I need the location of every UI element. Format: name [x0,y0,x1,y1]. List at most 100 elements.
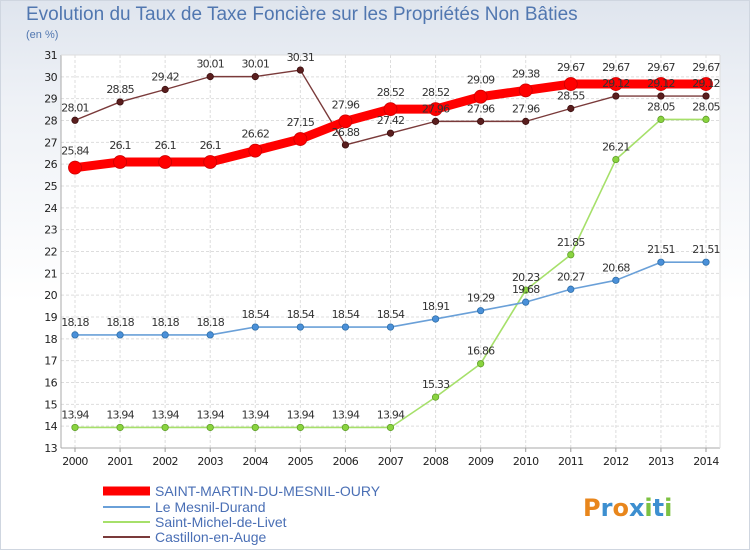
data-label: 21.51 [692,243,720,256]
data-point [431,117,440,125]
data-label: 15.33 [422,378,450,391]
data-label: 27.15 [287,116,315,129]
data-label: 28.52 [422,86,450,99]
data-point [428,102,443,117]
data-label: 16.86 [467,345,495,358]
x-tick-label: 2009 [468,455,494,468]
data-label: 29.38 [512,67,540,80]
data-label: 29.12 [602,77,630,90]
data-point [161,85,169,94]
y-tick-label: 30 [44,71,57,84]
data-point [158,155,173,169]
data-point [251,323,259,331]
x-tick-label: 2004 [242,455,268,468]
y-tick-label: 17 [44,355,57,368]
x-tick-label: 2003 [197,455,223,468]
data-label: 13.94 [287,408,315,421]
data-label: 28.85 [106,83,134,96]
data-point [386,423,395,432]
x-tick-label: 2006 [333,455,359,468]
legend-entry: Saint-Michel-de-Livet [155,514,287,530]
y-tick-label: 26 [44,158,57,171]
series-2 [71,115,710,432]
data-label: 26.1 [200,139,221,152]
data-point [654,77,668,91]
data-point [567,251,575,259]
data-point [563,77,578,91]
data-point [71,116,79,124]
data-point [612,276,620,284]
data-label: 29.12 [647,77,675,90]
data-label: 13.94 [151,408,179,421]
data-point [296,423,304,432]
x-tick-label: 2014 [693,455,719,468]
x-tick-label: 2007 [378,455,404,468]
data-point [386,129,395,137]
x-tick-label: 2001 [107,455,133,468]
data-point [251,73,259,81]
data-label: 26.88 [332,126,360,139]
data-label: 18.54 [377,308,405,321]
data-point [206,423,214,432]
data-label: 13.94 [196,408,224,421]
data-label: 26.1 [154,139,175,152]
data-point [608,77,623,91]
y-tick-label: 13 [44,442,57,455]
data-point [383,102,398,117]
data-label: 18.91 [422,300,450,313]
data-point [612,92,620,100]
data-label: 18.18 [196,316,224,329]
data-point [68,160,82,175]
data-point [71,423,79,432]
series-1 [71,258,710,339]
data-point [161,331,169,339]
data-label: 29.09 [467,74,495,87]
data-point [116,98,124,106]
y-tick-label: 19 [44,311,57,324]
data-point [296,323,304,331]
data-point [251,423,259,432]
data-point [699,77,713,91]
data-label: 27.42 [377,114,405,127]
data-point [116,331,124,339]
data-point [522,298,530,306]
data-label: 18.18 [106,316,134,329]
data-label: 29.67 [692,61,720,74]
data-point [567,285,575,293]
y-axis-unit-label: (en %) [26,29,59,41]
data-label: 27.96 [422,102,450,115]
data-label: 25.84 [61,145,89,158]
legend-entry: SAINT-MARTIN-DU-MESNIL-OURY [155,483,381,499]
chart-title: Evolution du Taux de Taxe Foncière sur l… [26,4,578,25]
data-label: 19.29 [467,292,495,305]
data-point [473,89,488,104]
data-label: 13.94 [61,408,89,421]
data-point [431,315,440,323]
data-label: 30.31 [287,51,315,64]
data-label: 21.85 [557,236,585,249]
data-point [522,286,530,294]
data-point [657,115,665,124]
series-3 [71,66,710,149]
x-tick-label: 2013 [648,455,674,468]
data-label: 18.18 [61,316,89,329]
data-point [293,132,308,146]
x-tick-label: 2012 [603,455,629,468]
data-label: 13.94 [242,408,270,421]
data-label: 26.1 [109,139,130,152]
data-label: 27.96 [332,98,360,111]
legend-entry: Le Mesnil-Durand [155,499,266,515]
data-point [477,117,485,125]
data-point [567,104,575,113]
x-tick-label: 2011 [558,455,584,468]
data-point [702,258,710,266]
data-label: 26.62 [242,128,270,141]
data-label: 13.94 [377,408,405,421]
data-point [386,323,395,331]
data-label: 20.27 [557,270,585,283]
data-point [612,155,620,164]
data-label: 28.05 [647,100,675,113]
data-label: 26.21 [602,141,630,154]
data-label: 18.54 [242,308,270,321]
legend-entry: Castillon-en-Auge [155,529,266,545]
